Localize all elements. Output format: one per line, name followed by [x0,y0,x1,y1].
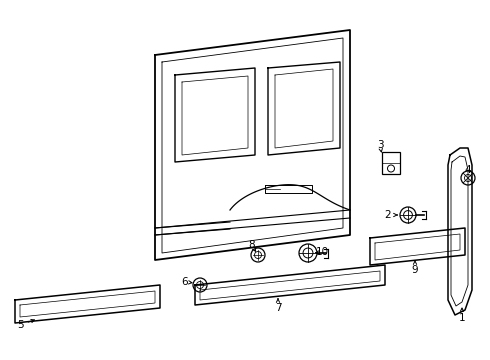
Text: 2: 2 [385,210,392,220]
Text: 10: 10 [316,247,329,257]
Text: 9: 9 [412,265,418,275]
Text: 1: 1 [459,313,466,323]
Text: 5: 5 [17,320,24,330]
Text: 8: 8 [249,240,255,250]
Text: 7: 7 [275,303,281,313]
Text: 3: 3 [377,140,383,150]
Text: 6: 6 [182,277,188,287]
Bar [382,152,400,174]
Text: 4: 4 [465,165,471,175]
